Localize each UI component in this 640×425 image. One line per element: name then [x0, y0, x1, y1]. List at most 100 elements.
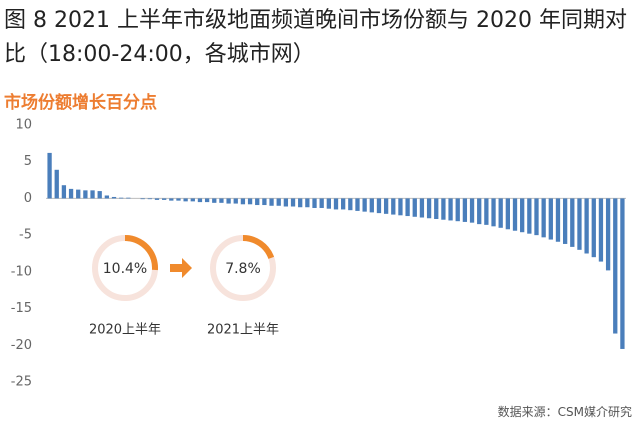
y-tick-label: -15	[11, 301, 32, 316]
bar	[119, 197, 124, 199]
bar	[226, 198, 231, 204]
bar	[584, 198, 589, 254]
bar	[405, 198, 410, 217]
bar	[162, 198, 167, 200]
bar	[47, 152, 52, 199]
y-tick-label: -20	[11, 338, 32, 353]
bar	[591, 198, 596, 258]
bar	[54, 169, 59, 199]
bar	[570, 198, 575, 247]
bar	[520, 198, 525, 233]
donut-arc	[124, 235, 158, 271]
bar	[391, 198, 396, 215]
bar	[348, 198, 353, 211]
bar	[613, 198, 618, 334]
chart-subtitle: 市场份额增长百分点	[4, 93, 157, 113]
y-tick-label: -25	[11, 375, 32, 390]
donut-label: 2020上半年	[89, 323, 161, 338]
bar	[383, 198, 389, 214]
y-tick-label: -10	[11, 264, 32, 279]
bar	[455, 198, 460, 222]
bar	[555, 198, 561, 242]
bar	[247, 198, 253, 205]
bar	[577, 198, 582, 250]
bar	[412, 198, 417, 217]
bar	[426, 198, 432, 219]
bar	[190, 198, 195, 202]
bar	[126, 197, 131, 199]
bar	[462, 198, 468, 222]
bar	[498, 198, 503, 228]
bar	[598, 198, 604, 262]
bar	[255, 198, 260, 206]
bar	[97, 191, 102, 199]
y-tick-label: 5	[24, 154, 32, 169]
bar	[541, 198, 546, 238]
bar	[441, 198, 446, 220]
bar	[484, 198, 489, 225]
bar	[76, 189, 81, 199]
bar	[491, 198, 496, 227]
bar	[362, 198, 367, 212]
bar	[68, 188, 74, 199]
bar	[169, 198, 174, 201]
bar	[269, 198, 274, 206]
bar	[355, 198, 360, 211]
bar	[376, 198, 382, 214]
bar	[562, 198, 568, 244]
bar	[469, 198, 475, 223]
bar	[605, 198, 611, 271]
donut-arc	[242, 235, 275, 260]
bar	[477, 198, 482, 225]
bar	[369, 198, 374, 213]
bar	[290, 198, 296, 207]
y-tick-label: 10	[15, 118, 32, 133]
donut-value-label: 10.4%	[103, 261, 147, 277]
bar	[104, 195, 110, 199]
bar	[276, 198, 281, 206]
bar	[326, 198, 331, 209]
bar	[512, 198, 518, 231]
y-tick-label: 0	[24, 191, 32, 206]
bar	[534, 198, 539, 236]
bar	[83, 190, 88, 199]
arrow	[170, 258, 192, 278]
bar	[548, 198, 553, 240]
source-note: 数据来源：CSM媒介研究	[497, 405, 632, 419]
bar	[333, 198, 339, 210]
bar	[240, 198, 246, 205]
bar	[197, 198, 203, 203]
chart-title: 图 8 2021 上半年市级地面频道晚间市场份额与 2020 年同期对比（18:…	[4, 8, 627, 67]
bar	[448, 198, 453, 221]
bar	[233, 198, 238, 204]
bar	[61, 185, 67, 199]
bar	[154, 198, 160, 200]
bar	[140, 198, 145, 200]
donut-label: 2021上半年	[207, 323, 279, 338]
donut-value-label: 7.8%	[225, 261, 261, 277]
bar	[147, 198, 152, 200]
bar	[262, 198, 267, 206]
bar	[434, 198, 439, 219]
bar	[90, 190, 95, 199]
bar	[419, 198, 425, 218]
bar	[620, 198, 625, 349]
bar	[398, 198, 403, 216]
bar	[341, 198, 346, 210]
bar	[298, 198, 303, 208]
bar	[527, 198, 532, 234]
bar	[111, 196, 117, 199]
bar	[283, 198, 289, 207]
bar	[305, 198, 310, 208]
bar	[204, 198, 210, 203]
y-tick-label: -5	[19, 228, 32, 243]
bar	[505, 198, 510, 230]
bar	[219, 198, 224, 203]
bar	[183, 198, 188, 202]
bar	[212, 198, 217, 203]
bar	[319, 198, 324, 208]
bar	[312, 198, 317, 208]
bar	[176, 198, 181, 201]
